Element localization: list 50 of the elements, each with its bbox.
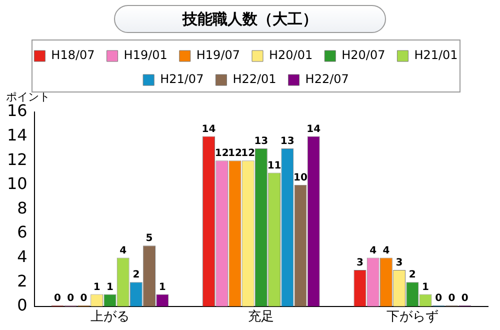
data-label: 12: [214, 148, 229, 160]
y-tick-label: 8: [17, 198, 28, 218]
y-tick-label: 16: [7, 101, 28, 120]
data-label: 13: [254, 136, 268, 148]
data-label: 13: [280, 136, 294, 148]
data-label: 4: [382, 245, 390, 256]
data-label: 11: [267, 160, 282, 172]
legend-label: H20/07: [342, 48, 386, 62]
data-label: 2: [408, 270, 416, 281]
data-label: 1: [106, 282, 114, 293]
y-tick-label: 10: [7, 174, 28, 194]
y-tick-label: 2: [17, 271, 28, 290]
data-label: 1: [93, 282, 100, 293]
data-label: 0: [80, 292, 88, 304]
legend-label: H22/01: [232, 72, 276, 86]
data-label: 12: [241, 148, 256, 160]
data-label: 0: [461, 292, 468, 304]
y-tick-label: 4: [17, 246, 28, 266]
legend-label: H20/01: [269, 48, 313, 62]
data-label: 14: [202, 124, 216, 135]
legend-label: H21/07: [160, 72, 204, 86]
data-label: 3: [396, 258, 403, 269]
data-label: 12: [228, 148, 242, 160]
y-tick-label: 12: [7, 150, 28, 169]
data-label: 0: [435, 292, 442, 304]
legend-label: H18/07: [51, 48, 95, 62]
legend-label: H19/01: [124, 48, 168, 62]
chart-title: 技能職人数（大工）: [114, 5, 386, 33]
data-label: 0: [67, 292, 74, 304]
data-label: 0: [448, 292, 456, 304]
data-label: 14: [306, 124, 321, 135]
data-label: 4: [120, 245, 127, 256]
legend-label: H19/07: [196, 48, 240, 62]
data-label: 0: [54, 292, 62, 304]
x-tick-label: 下がらず: [386, 310, 438, 325]
data-label: 2: [132, 270, 140, 281]
data-label: 1: [422, 282, 430, 293]
legend-label: H22/07: [305, 72, 349, 86]
y-axis-title: ポイント: [6, 90, 50, 104]
y-tick-label: 0: [17, 296, 28, 315]
y-tick-label: 14: [7, 125, 28, 144]
legend-label: H21/01: [414, 48, 458, 62]
x-tick-label: 上がる: [90, 310, 130, 325]
y-tick-label: 6: [17, 222, 28, 242]
data-label: 5: [146, 233, 153, 244]
x-tick-label: 充足: [248, 310, 274, 325]
data-label: 10: [294, 172, 308, 184]
data-label: 4: [370, 245, 377, 256]
data-label: 3: [356, 258, 364, 269]
data-label: 1: [158, 282, 166, 293]
